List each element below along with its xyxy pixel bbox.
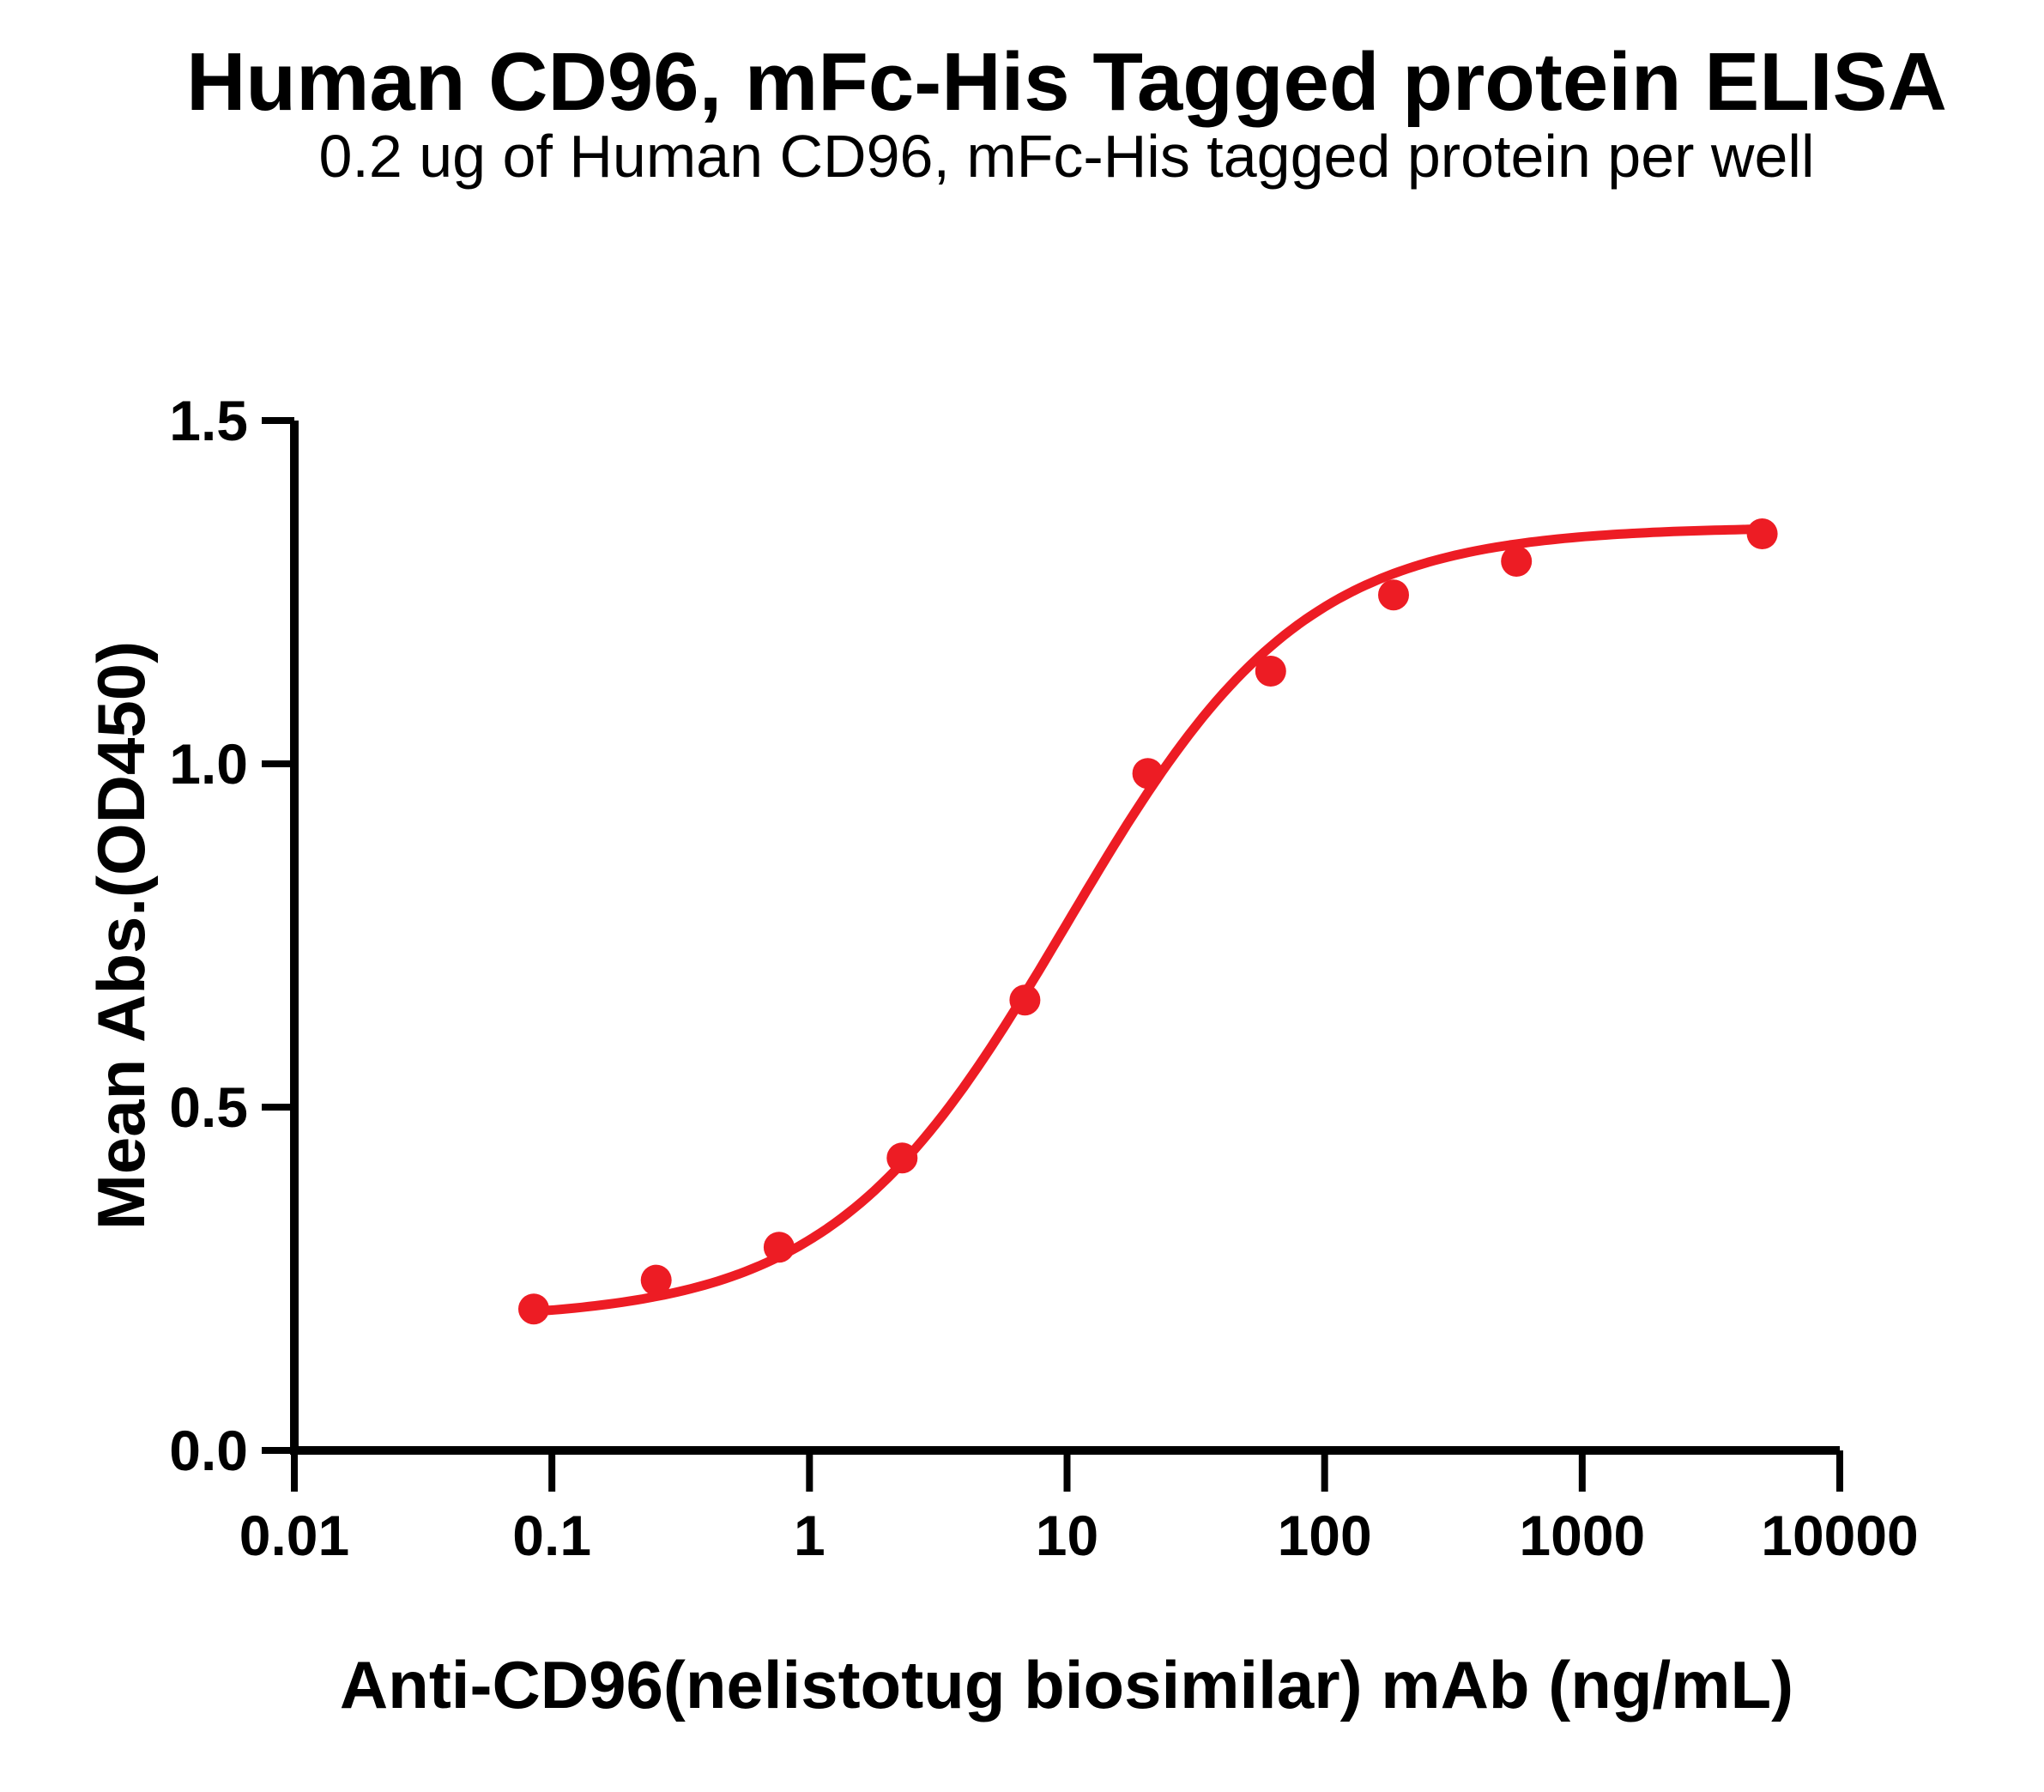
x-tick-label: 10000 — [1761, 1504, 1919, 1567]
data-point — [518, 1293, 549, 1325]
x-tick-label: 0.1 — [512, 1504, 591, 1567]
data-point — [1746, 518, 1778, 549]
x-tick-label: 1 — [794, 1504, 825, 1567]
data-point — [1009, 984, 1041, 1016]
data-point — [763, 1232, 795, 1263]
data-point — [1255, 656, 1286, 687]
y-tick-label: 1.0 — [169, 732, 248, 796]
x-tick-label: 0.01 — [239, 1504, 349, 1567]
y-tick-label: 0.0 — [169, 1419, 248, 1482]
data-point — [1501, 546, 1533, 577]
x-tick-label: 100 — [1278, 1504, 1372, 1567]
dose-response-series — [518, 518, 1778, 1325]
axes-layer: 0.01 0.1 1 10 100 1000 10000 0.0 0.5 1.0 1.5 — [169, 389, 1919, 1567]
chart-title: Human CD96, mFc-His Tagged protein ELISA — [186, 36, 1947, 128]
x-axis-label: Anti-CD96(nelistotug biosimilar) mAb (ng… — [340, 1647, 1793, 1722]
data-point — [640, 1264, 672, 1296]
x-tick-label: 10 — [1036, 1504, 1098, 1567]
y-tick-label: 1.5 — [169, 389, 248, 452]
chart-subtitle: 0.2 ug of Human CD96, mFc-His tagged pro… — [318, 123, 1814, 190]
data-point — [886, 1142, 918, 1174]
data-point — [1378, 579, 1409, 611]
data-point — [1132, 758, 1164, 790]
x-tick-label: 1000 — [1519, 1504, 1645, 1567]
fit-curve — [529, 524, 1768, 1317]
y-axis-label: Mean Abs.(OD450) — [83, 641, 159, 1230]
y-tick-label: 0.5 — [169, 1075, 248, 1139]
